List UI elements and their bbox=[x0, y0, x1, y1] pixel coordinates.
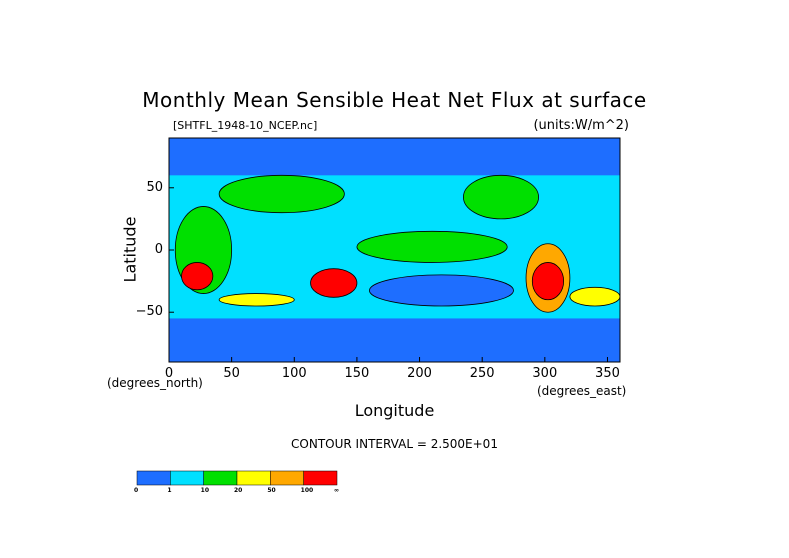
heatmap-field bbox=[169, 138, 620, 362]
colorbar-swatch bbox=[270, 470, 304, 486]
region-south-atlantic-yellow bbox=[569, 286, 620, 307]
region-south-pacific-cool bbox=[369, 274, 514, 307]
x-unit-label: (degrees_east) bbox=[537, 384, 627, 398]
contour-interval-text: CONTOUR INTERVAL = 2.500E+01 bbox=[291, 437, 498, 451]
region-south-indian-yellow bbox=[218, 293, 295, 307]
x-tick-label: 150 bbox=[344, 366, 370, 381]
x-tick-label: 350 bbox=[595, 366, 620, 381]
colorbar-label: 20 bbox=[234, 487, 243, 494]
colorbar-label: 10 bbox=[200, 487, 210, 494]
y-tick-label: −50 bbox=[135, 304, 163, 320]
region-southern-ocean bbox=[169, 318, 620, 362]
x-tick-label: 200 bbox=[407, 366, 432, 381]
colorbar-label: ∞ bbox=[334, 487, 339, 494]
region-eurasia bbox=[218, 174, 345, 214]
x-tick-label: 0 bbox=[164, 366, 174, 381]
x-tick-label: 100 bbox=[281, 366, 307, 381]
colorbar-label: 1 bbox=[167, 487, 172, 494]
region-tropical-pacific bbox=[356, 230, 508, 263]
colorbar-swatch bbox=[170, 470, 204, 486]
y-tick-label: 0 bbox=[154, 242, 163, 257]
colorbar-label: 0 bbox=[134, 487, 139, 494]
chart-title: Monthly Mean Sensible Heat Net Flux at s… bbox=[142, 88, 647, 112]
region-south-africa-hot bbox=[181, 262, 214, 291]
units-label: (units:W/m^2) bbox=[533, 118, 629, 133]
x-tick-label: 50 bbox=[223, 366, 240, 381]
x-tick-label: 250 bbox=[469, 366, 495, 381]
region-north-polar-band bbox=[169, 138, 620, 176]
colorbar-label: 100 bbox=[300, 487, 314, 494]
colorbar-swatch bbox=[236, 470, 271, 486]
file-label: [SHTFL_1948-10_NCEP.nc] bbox=[173, 119, 318, 132]
x-axis-label: Longitude bbox=[354, 401, 435, 420]
region-australia bbox=[310, 268, 358, 298]
region-south-america-hot bbox=[531, 262, 565, 301]
x-tick-label: 300 bbox=[532, 366, 558, 381]
colorbar-swatch bbox=[303, 470, 338, 486]
colorbar-label: 50 bbox=[267, 487, 276, 494]
colorbar-swatch bbox=[203, 470, 238, 486]
y-tick-label: 50 bbox=[146, 179, 163, 195]
region-north-america bbox=[463, 174, 539, 220]
y-unit-label: (degrees_north) bbox=[107, 376, 203, 390]
colorbar-swatch bbox=[136, 470, 171, 486]
